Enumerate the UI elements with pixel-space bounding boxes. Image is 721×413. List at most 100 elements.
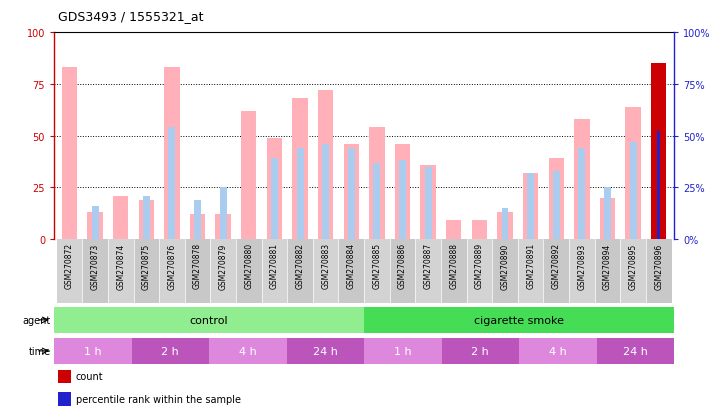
Bar	[574, 120, 590, 240]
Bar	[651, 64, 666, 240]
Bar	[472, 221, 487, 240]
Text: GSM270894: GSM270894	[603, 243, 612, 289]
Bar	[399, 161, 406, 240]
Bar	[492, 240, 518, 304]
Bar	[364, 240, 390, 304]
Bar	[497, 213, 513, 240]
Text: 4 h: 4 h	[549, 346, 567, 356]
Bar	[87, 213, 103, 240]
Text: GSM270872: GSM270872	[65, 243, 74, 289]
Bar	[390, 240, 415, 304]
Bar	[466, 240, 492, 304]
Bar	[138, 200, 154, 240]
Bar	[595, 240, 620, 304]
Bar	[523, 173, 539, 240]
Bar	[441, 240, 466, 304]
Text: GSM270875: GSM270875	[142, 243, 151, 289]
Bar	[236, 240, 262, 304]
Text: GSM270881: GSM270881	[270, 243, 279, 289]
Bar	[600, 198, 615, 240]
Bar	[113, 196, 128, 240]
Bar	[519, 338, 597, 364]
Bar	[108, 240, 133, 304]
Text: GSM270891: GSM270891	[526, 243, 535, 289]
Bar	[646, 240, 671, 304]
Text: GSM270880: GSM270880	[244, 243, 253, 289]
Text: GSM270888: GSM270888	[449, 243, 459, 289]
Bar	[369, 128, 384, 240]
Bar	[216, 215, 231, 240]
Text: GSM270885: GSM270885	[373, 243, 381, 289]
Bar	[322, 145, 329, 240]
Bar	[194, 200, 201, 240]
Bar	[655, 132, 662, 240]
Text: 1 h: 1 h	[394, 346, 412, 356]
Bar	[549, 159, 564, 240]
Bar	[131, 338, 209, 364]
Text: GSM270882: GSM270882	[296, 243, 304, 289]
Text: GSM270896: GSM270896	[654, 243, 663, 289]
Bar	[364, 338, 441, 364]
Bar	[578, 149, 585, 240]
Bar	[92, 206, 99, 240]
Bar	[651, 64, 666, 240]
Text: percentile rank within the sample: percentile rank within the sample	[76, 394, 241, 404]
Bar	[292, 99, 308, 240]
Bar	[57, 240, 82, 304]
Text: control: control	[190, 315, 229, 325]
Bar	[313, 240, 338, 304]
Bar	[262, 240, 287, 304]
Text: GSM270879: GSM270879	[218, 243, 228, 289]
Bar	[604, 188, 611, 240]
Bar	[211, 240, 236, 304]
Bar	[373, 163, 381, 240]
Bar	[415, 240, 441, 304]
Text: GSM270878: GSM270878	[193, 243, 202, 289]
Bar	[553, 171, 559, 240]
Bar	[364, 307, 674, 333]
Bar	[348, 149, 355, 240]
Bar	[209, 338, 286, 364]
Bar	[54, 338, 131, 364]
Bar	[425, 167, 432, 240]
Text: GSM270886: GSM270886	[398, 243, 407, 289]
Text: count: count	[76, 371, 103, 381]
Bar	[267, 138, 282, 240]
Bar	[133, 240, 159, 304]
Bar	[220, 188, 226, 240]
Bar	[625, 107, 641, 240]
Bar	[395, 145, 410, 240]
Text: GSM270889: GSM270889	[475, 243, 484, 289]
Text: GSM270876: GSM270876	[167, 243, 177, 289]
Bar	[164, 68, 180, 240]
Text: 2 h: 2 h	[472, 346, 490, 356]
Text: GSM270890: GSM270890	[500, 243, 510, 289]
Bar	[502, 209, 508, 240]
Text: GSM270895: GSM270895	[629, 243, 637, 289]
Text: GSM270883: GSM270883	[321, 243, 330, 289]
Text: GSM270884: GSM270884	[347, 243, 355, 289]
Text: 2 h: 2 h	[162, 346, 180, 356]
Text: 4 h: 4 h	[239, 346, 257, 356]
Text: GDS3493 / 1555321_at: GDS3493 / 1555321_at	[58, 10, 203, 23]
Text: time: time	[28, 346, 50, 356]
Bar	[54, 307, 364, 333]
Bar	[441, 338, 519, 364]
Bar	[169, 128, 175, 240]
Text: GSM270874: GSM270874	[116, 243, 125, 289]
Bar	[190, 215, 205, 240]
Bar	[296, 149, 304, 240]
Text: agent: agent	[22, 315, 50, 325]
Bar	[159, 240, 185, 304]
Bar	[344, 145, 359, 240]
Bar	[658, 132, 660, 240]
Bar	[569, 240, 595, 304]
Text: 24 h: 24 h	[313, 346, 338, 356]
Bar	[82, 240, 108, 304]
Text: GSM270873: GSM270873	[91, 243, 99, 289]
Text: cigarette smoke: cigarette smoke	[474, 315, 564, 325]
Bar	[527, 173, 534, 240]
Bar	[287, 240, 313, 304]
Bar	[518, 240, 544, 304]
Bar	[185, 240, 211, 304]
